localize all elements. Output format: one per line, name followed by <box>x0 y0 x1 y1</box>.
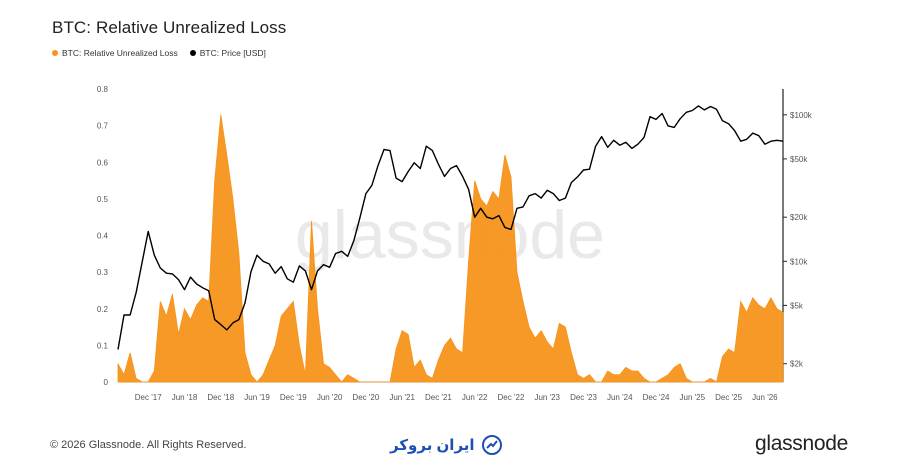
series-relative-unrealized-loss-area <box>117 114 784 383</box>
y-left-tick-label: 0.1 <box>97 341 109 350</box>
x-tick-label: Dec '25 <box>715 393 742 402</box>
x-tick-label: Dec '21 <box>425 393 452 402</box>
glassnode-logo: glassnode <box>754 432 848 455</box>
legend-label-price: BTC: Price [USD] <box>199 48 266 58</box>
y-right-tick-label: $50k <box>790 155 808 164</box>
x-tick-label: Jun '21 <box>389 393 415 402</box>
legend-swatch-loss <box>52 50 58 56</box>
x-tick-label: Dec '22 <box>498 393 525 402</box>
x-tick-label: Dec '24 <box>643 393 670 402</box>
x-tick-label: Jun '24 <box>607 393 633 402</box>
x-tick-label: Jun '19 <box>244 393 270 402</box>
x-tick-label: Dec '17 <box>135 393 162 402</box>
legend-label-loss: BTC: Relative Unrealized Loss <box>62 48 178 58</box>
y-left-tick-label: 0.7 <box>97 122 109 131</box>
y-right-tick-label: $10k <box>790 257 808 266</box>
legend-item-price[interactable]: BTC: Price [USD] <box>189 48 266 58</box>
legend-swatch-price <box>189 50 196 56</box>
x-tick-label: Dec '23 <box>570 393 597 402</box>
copyright-text: © 2026 Glassnode. All Rights Reserved. <box>50 439 247 451</box>
y-left-tick-label: 0.3 <box>97 268 109 277</box>
x-tick-label: Jun '25 <box>680 393 706 402</box>
x-tick-label: Jun '26 <box>752 393 778 402</box>
x-tick-label: Jun '23 <box>534 393 560 402</box>
y-left-tick-label: 0.8 <box>97 85 109 94</box>
x-tick-label: Dec '20 <box>352 393 379 402</box>
y-right-tick-label: $2k <box>790 360 804 369</box>
y-right-tick-label: $5k <box>790 301 804 310</box>
chart-title: BTC: Relative Unrealized Loss <box>52 18 287 37</box>
broker-logo-text: ایران بروکر <box>390 437 475 454</box>
y-right-tick-label: $100k <box>790 111 813 120</box>
series-btc-price-line <box>117 105 784 350</box>
broker-chart-icon <box>481 435 502 455</box>
x-tick-label: Jun '18 <box>172 393 198 402</box>
y-left-tick-label: 0.4 <box>97 232 109 241</box>
chart-legend: BTC: Relative Unrealized Loss BTC: Price… <box>52 48 266 58</box>
x-tick-label: Jun '20 <box>317 393 343 402</box>
y-left-tick-label: 0.2 <box>97 305 109 314</box>
y-left-tick-label: 0 <box>104 378 109 387</box>
watermark-text: glassnode <box>295 197 605 273</box>
x-tick-label: Jun '22 <box>462 393 488 402</box>
legend-item-loss[interactable]: BTC: Relative Unrealized Loss <box>52 48 178 58</box>
x-tick-label: Dec '19 <box>280 393 307 402</box>
broker-logo: ایران بروکر <box>390 434 503 456</box>
y-left-tick-label: 0.6 <box>97 158 109 167</box>
y-left-tick-label: 0.5 <box>97 195 109 204</box>
x-tick-label: Dec '18 <box>207 393 234 402</box>
y-right-tick-label: $20k <box>790 213 808 222</box>
